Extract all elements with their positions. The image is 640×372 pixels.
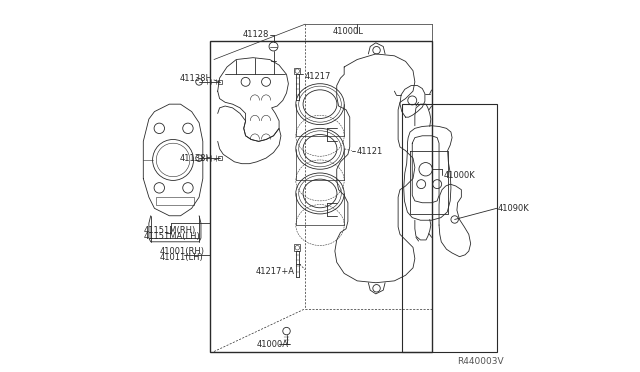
Bar — [294, 68, 300, 74]
Text: R440003V: R440003V — [458, 357, 504, 366]
Bar — [294, 244, 300, 251]
Text: 41217: 41217 — [305, 72, 331, 81]
Text: 41121: 41121 — [356, 147, 383, 156]
Bar — [218, 156, 222, 160]
Bar — [218, 80, 222, 84]
Text: 41151MA(LH): 41151MA(LH) — [143, 232, 200, 241]
Text: 41138H: 41138H — [180, 74, 213, 83]
Text: 41128: 41128 — [243, 30, 269, 39]
Text: 41090K: 41090K — [498, 204, 529, 213]
Text: 41217+A: 41217+A — [256, 267, 294, 276]
Bar — [156, 197, 193, 205]
Bar — [211, 41, 431, 352]
Text: 41151M(RH): 41151M(RH) — [143, 226, 196, 235]
Text: 41011(LH): 41011(LH) — [160, 253, 204, 262]
Text: 41000L: 41000L — [333, 27, 364, 36]
Bar — [402, 104, 497, 352]
Text: 41000K: 41000K — [443, 171, 475, 180]
Text: 41000A: 41000A — [257, 340, 289, 349]
Text: 41138H: 41138H — [180, 154, 213, 163]
Text: 41001(RH): 41001(RH) — [160, 247, 205, 256]
